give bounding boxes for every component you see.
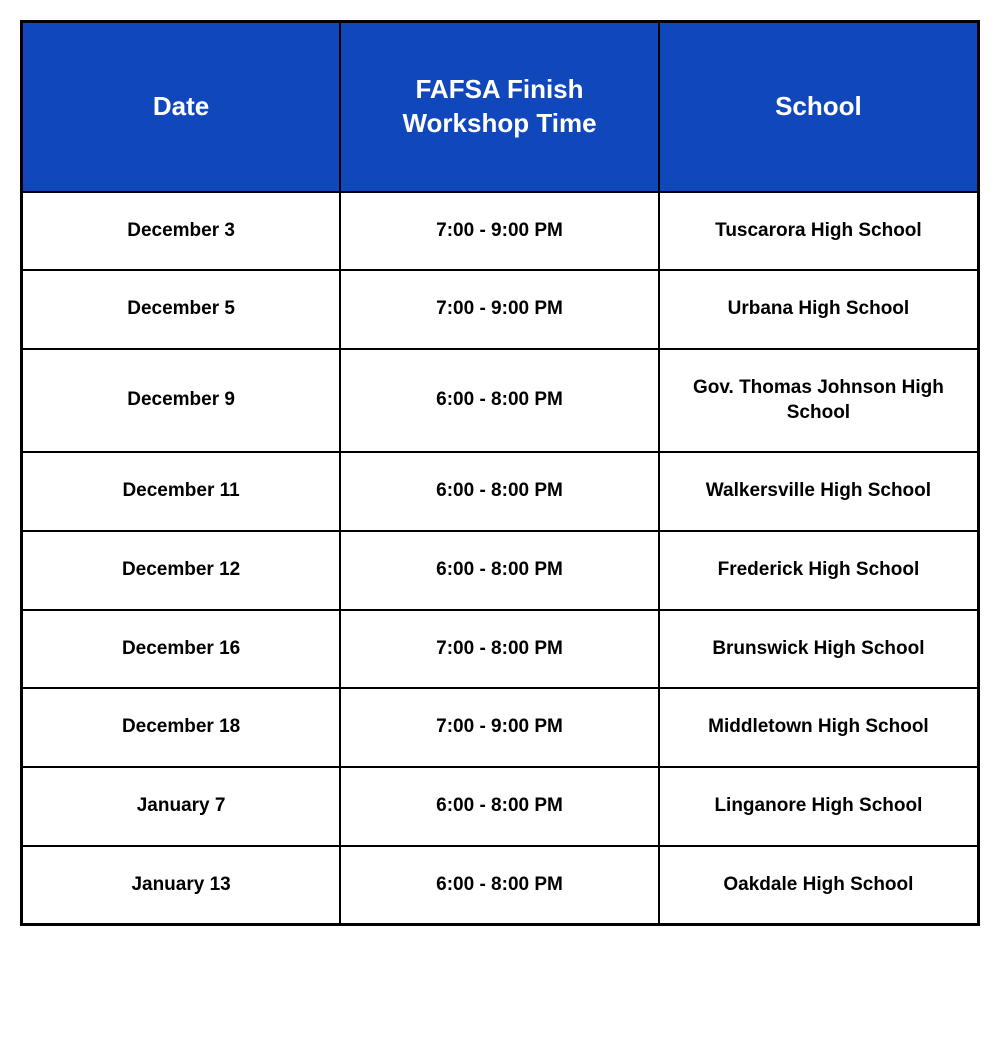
table-row: December 9 6:00 - 8:00 PM Gov. Thomas Jo… bbox=[22, 349, 979, 452]
cell-time: 6:00 - 8:00 PM bbox=[340, 846, 659, 925]
table-row: December 18 7:00 - 9:00 PM Middletown Hi… bbox=[22, 688, 979, 767]
cell-school: Gov. Thomas Johnson High School bbox=[659, 349, 979, 452]
cell-date: December 3 bbox=[22, 192, 341, 271]
table-row: January 7 6:00 - 8:00 PM Linganore High … bbox=[22, 767, 979, 846]
cell-time: 7:00 - 9:00 PM bbox=[340, 192, 659, 271]
cell-date: January 7 bbox=[22, 767, 341, 846]
cell-time: 6:00 - 8:00 PM bbox=[340, 531, 659, 610]
cell-time: 6:00 - 8:00 PM bbox=[340, 767, 659, 846]
cell-date: January 13 bbox=[22, 846, 341, 925]
cell-date: December 12 bbox=[22, 531, 341, 610]
cell-time: 7:00 - 9:00 PM bbox=[340, 688, 659, 767]
cell-school: Tuscarora High School bbox=[659, 192, 979, 271]
cell-school: Oakdale High School bbox=[659, 846, 979, 925]
cell-school: Brunswick High School bbox=[659, 610, 979, 689]
column-header-date: Date bbox=[22, 22, 341, 192]
table-row: December 5 7:00 - 9:00 PM Urbana High Sc… bbox=[22, 270, 979, 349]
column-header-school: School bbox=[659, 22, 979, 192]
schedule-table: Date FAFSA Finish Workshop Time School D… bbox=[20, 20, 980, 926]
table-row: December 12 6:00 - 8:00 PM Frederick Hig… bbox=[22, 531, 979, 610]
cell-time: 6:00 - 8:00 PM bbox=[340, 452, 659, 531]
cell-school: Frederick High School bbox=[659, 531, 979, 610]
cell-school: Middletown High School bbox=[659, 688, 979, 767]
cell-time: 7:00 - 8:00 PM bbox=[340, 610, 659, 689]
cell-school: Walkersville High School bbox=[659, 452, 979, 531]
column-header-time: FAFSA Finish Workshop Time bbox=[340, 22, 659, 192]
cell-time: 7:00 - 9:00 PM bbox=[340, 270, 659, 349]
cell-date: December 18 bbox=[22, 688, 341, 767]
table-row: December 11 6:00 - 8:00 PM Walkersville … bbox=[22, 452, 979, 531]
cell-date: December 9 bbox=[22, 349, 341, 452]
cell-school: Linganore High School bbox=[659, 767, 979, 846]
table-row: December 16 7:00 - 8:00 PM Brunswick Hig… bbox=[22, 610, 979, 689]
table-row: January 13 6:00 - 8:00 PM Oakdale High S… bbox=[22, 846, 979, 925]
table-row: December 3 7:00 - 9:00 PM Tuscarora High… bbox=[22, 192, 979, 271]
cell-time: 6:00 - 8:00 PM bbox=[340, 349, 659, 452]
cell-date: December 11 bbox=[22, 452, 341, 531]
cell-date: December 16 bbox=[22, 610, 341, 689]
cell-date: December 5 bbox=[22, 270, 341, 349]
cell-school: Urbana High School bbox=[659, 270, 979, 349]
table-header-row: Date FAFSA Finish Workshop Time School bbox=[22, 22, 979, 192]
